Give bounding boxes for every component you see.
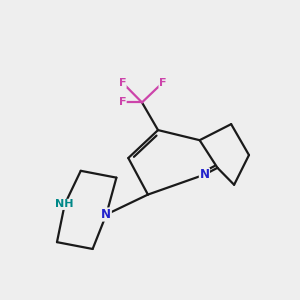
Text: F: F <box>159 77 166 88</box>
Text: N: N <box>200 168 209 181</box>
Text: F: F <box>118 98 126 107</box>
Text: F: F <box>118 77 126 88</box>
Text: N: N <box>101 208 111 221</box>
Text: NH: NH <box>56 200 74 209</box>
